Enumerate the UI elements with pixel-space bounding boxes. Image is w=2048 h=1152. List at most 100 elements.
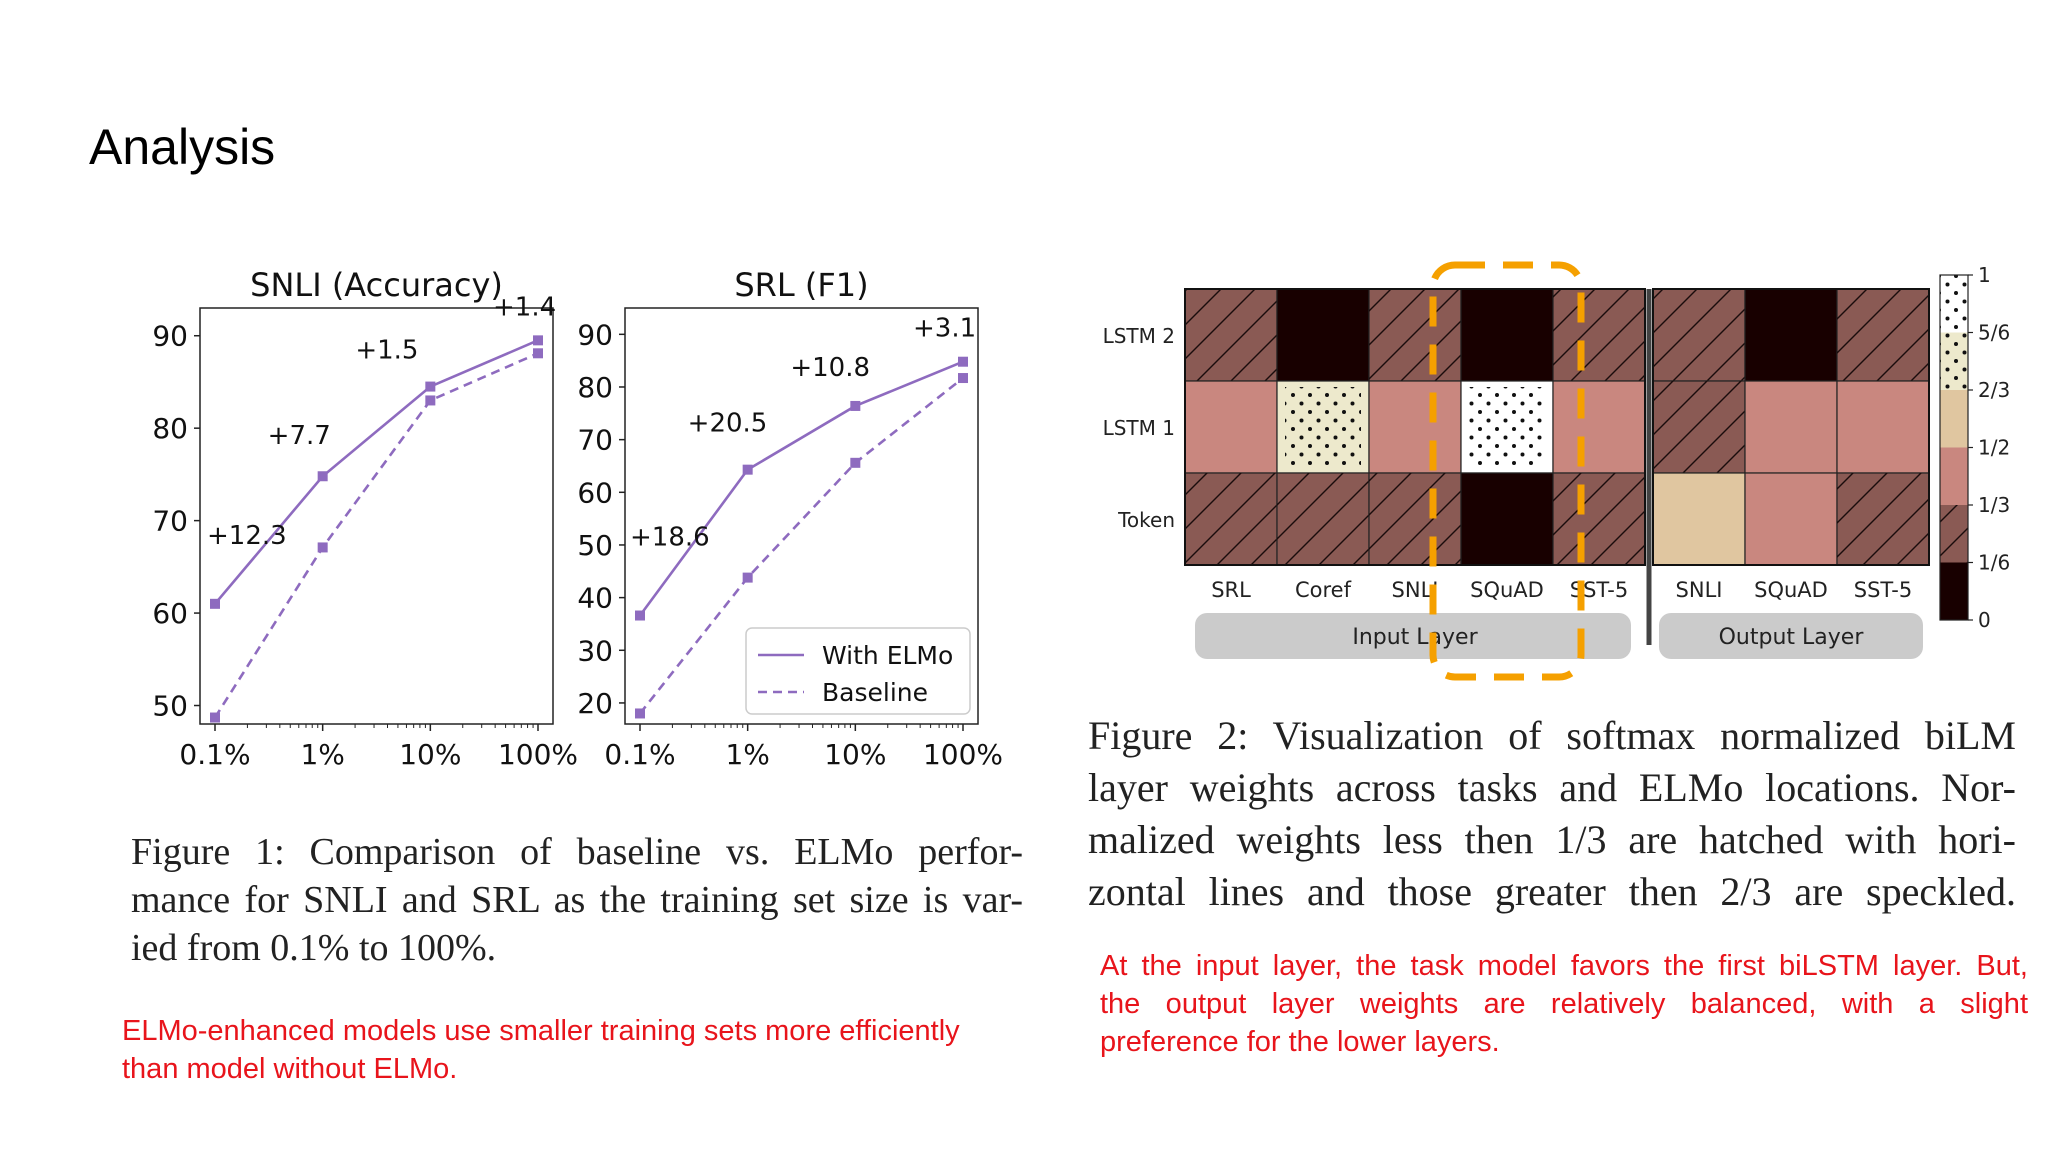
colorbar-tick-label: 1 xyxy=(1978,263,1991,287)
legend-box xyxy=(745,627,971,715)
figure-2-caption: Figure 2: Visualization of softmax norma… xyxy=(1088,710,2016,918)
y-tick-label: 60 xyxy=(152,597,188,630)
row-label: LSTM 1 xyxy=(1103,416,1175,440)
colorbar-tick-label: 1/6 xyxy=(1978,551,2010,575)
x-tick-label: 0.1% xyxy=(179,738,250,771)
hatch-overlay xyxy=(1837,473,1929,565)
heatmap-grid: LSTM 2 LSTM 1 Token SRL Coref SNLI SQuAD SST-5 S… xyxy=(1103,261,2010,681)
y-tick-label: 80 xyxy=(152,412,188,445)
note-line: the output layer weights are relatively … xyxy=(1100,988,2028,1020)
y-tick-label: 40 xyxy=(577,582,613,615)
input-group-frame xyxy=(1184,288,1646,566)
data-annotation: +1.5 xyxy=(355,336,418,366)
column-label: SRL xyxy=(1211,578,1251,602)
y-tick-label: 70 xyxy=(152,505,188,538)
data-point xyxy=(210,712,220,723)
hatch-overlay xyxy=(1553,289,1645,381)
heatmap-cell xyxy=(1744,380,1838,474)
heatmap-cell xyxy=(1552,380,1646,474)
y-tick-label: 60 xyxy=(577,476,613,509)
hatch-overlay xyxy=(1185,289,1277,381)
slide-title: Analysis xyxy=(89,119,276,175)
y-tick-label: 30 xyxy=(577,634,613,667)
data-point xyxy=(533,335,543,346)
colorbar-tick-label: 2/3 xyxy=(1978,378,2010,402)
figure-1-note: ELMo-enhanced models use smaller trainin… xyxy=(122,1012,1042,1088)
figure-1-caption-line: mance for SNLI and SRL as the training s… xyxy=(131,879,1023,921)
chart-title: SRL (F1) xyxy=(734,266,868,304)
figure-2-note: At the input layer, the task model favor… xyxy=(1100,947,2028,1061)
y-tick-label: 50 xyxy=(577,529,613,562)
heatmap-cell xyxy=(1744,472,1838,566)
speckle-overlay xyxy=(1285,387,1361,467)
x-tick-label: 1% xyxy=(725,738,769,771)
note-line: At the input layer, the task model favor… xyxy=(1100,950,2028,982)
heatmap-cell xyxy=(1836,380,1930,474)
series-line-elmo xyxy=(638,360,964,617)
figure-1-caption: Figure 1: Comparison of baseline vs. ELM… xyxy=(131,828,1023,972)
data-annotation: +3.1 xyxy=(913,314,976,344)
output-group-frame xyxy=(1652,288,1930,566)
data-point xyxy=(742,464,753,475)
data-point xyxy=(850,400,861,411)
data-point xyxy=(425,395,436,406)
heatmap-cell xyxy=(1184,380,1278,474)
colorbar-band xyxy=(1940,562,1968,620)
data-annotation: +7.7 xyxy=(268,421,331,451)
x-tick-label: 1% xyxy=(300,738,344,771)
heatmap-cell xyxy=(1652,472,1746,566)
data-point xyxy=(635,708,645,719)
x-tick-label: 10% xyxy=(399,738,461,771)
hatch-overlay xyxy=(1277,473,1369,565)
figure-2-caption-line: zontal lines and those greater then 2/3 … xyxy=(1088,869,2016,914)
data-point xyxy=(958,373,968,384)
data-point xyxy=(425,381,436,392)
x-tick-label: 0.1% xyxy=(604,738,675,771)
chart-panel: SRL (F1) 20 30 40 50 60 70 80 90 0.1% 1% 10% 100% +18… xyxy=(577,266,1003,771)
figure-1-caption-line: Figure 1: Comparison of baseline vs. ELM… xyxy=(131,831,1023,873)
y-tick-label: 50 xyxy=(152,690,188,723)
group-label: Input Layer xyxy=(1352,625,1478,650)
legend-label: Baseline xyxy=(822,678,928,707)
colorbar-band xyxy=(1940,447,1968,505)
data-point xyxy=(635,610,645,621)
heatmap-cell xyxy=(1744,288,1838,382)
plot-frame xyxy=(624,307,979,725)
column-label: SQuAD xyxy=(1754,578,1828,602)
data-point xyxy=(533,348,543,359)
speckle-overlay xyxy=(1469,387,1545,467)
heatmap-cell xyxy=(1460,288,1554,382)
series-line-elmo xyxy=(214,339,539,605)
data-annotation: +12.3 xyxy=(207,521,287,551)
column-label: SQuAD xyxy=(1470,578,1544,602)
hatch-overlay xyxy=(1653,289,1745,381)
y-tick-label: 70 xyxy=(577,424,613,457)
y-tick-label: 90 xyxy=(577,318,613,351)
figure-1-caption-line: ied from 0.1% to 100%. xyxy=(131,927,497,969)
colorbar-tick-label: 1/2 xyxy=(1978,436,2010,460)
column-label: SNLI xyxy=(1676,578,1723,602)
chart-title: SNLI (Accuracy) xyxy=(250,266,503,304)
data-point xyxy=(210,598,220,609)
data-point xyxy=(742,572,753,583)
row-label: Token xyxy=(1117,508,1175,532)
data-point xyxy=(958,356,968,367)
legend-label: With ELMo xyxy=(822,641,953,670)
y-tick-label: 20 xyxy=(577,687,613,720)
hatch-overlay xyxy=(1653,381,1745,473)
group-label-bg xyxy=(1659,613,1923,659)
x-tick-label: 100% xyxy=(498,738,578,771)
x-tick-label: 100% xyxy=(923,738,1003,771)
heatmap-cell xyxy=(1460,472,1554,566)
group-label: Output Layer xyxy=(1719,625,1865,650)
plot-frame xyxy=(199,307,554,725)
hatch-overlay xyxy=(1369,289,1461,381)
chart-panel: SNLI (Accuracy) 50 60 70 80 90 0.1% 1% 10% 100% +1… xyxy=(152,266,578,771)
data-point xyxy=(317,542,328,553)
hatch-overlay xyxy=(1553,473,1645,565)
x-tick-label: 10% xyxy=(824,738,886,771)
column-label: Coref xyxy=(1295,578,1352,602)
note-line: preference for the lower layers. xyxy=(1100,1026,1500,1058)
colorbar-tick-label: 5/6 xyxy=(1978,321,2010,345)
data-annotation: +10.8 xyxy=(790,353,870,383)
